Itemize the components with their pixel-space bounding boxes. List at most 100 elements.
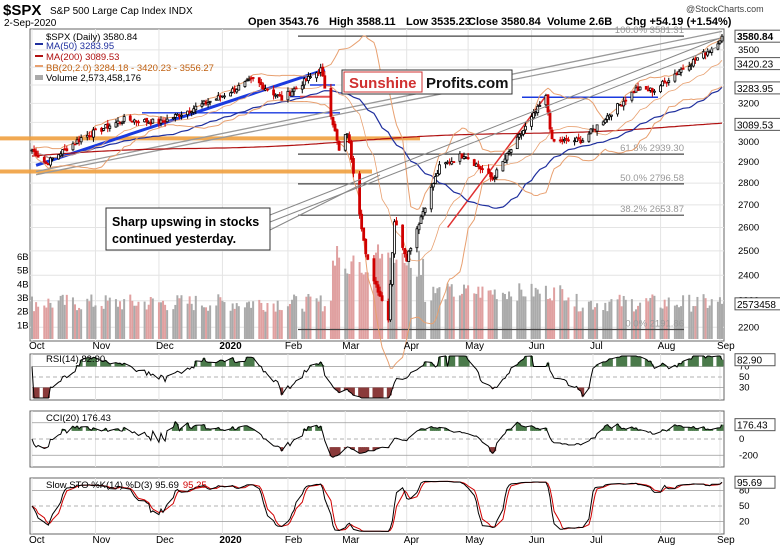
candle-body [61,149,65,155]
volume-bar [344,268,347,339]
price-badge-text: 3089.53 [737,120,774,131]
candle-body [345,133,349,136]
volume-bar [235,303,238,339]
price-tick-label: 3000 [738,137,759,148]
month-tick-label: Jul [590,341,603,352]
candle-body [206,102,210,105]
price-badge-text: 3283.95 [737,84,774,95]
volume-bar [151,298,154,339]
ohlc-open: Open 3543.76 [248,16,319,28]
candle-body [706,51,710,56]
volume-bar [272,303,275,339]
volume-bar [307,293,310,339]
volume-bar [495,299,498,339]
candle-body [307,76,310,82]
legend-price: $SPX (Daily) 3580.84 [46,32,137,43]
volume-bar [49,302,52,339]
candle-body [102,128,106,131]
candle-body [595,124,599,132]
candle-body [65,148,69,152]
volume-bar [665,306,668,339]
candle-body [495,169,499,178]
sto-tick-label: 80 [739,485,750,496]
volume-bar [59,295,62,339]
volume-bar [194,295,197,339]
volume-tick-label: 6B [17,252,29,263]
volume-bar [250,307,253,339]
candle-body [272,89,276,96]
candle-body [317,72,321,75]
volume-bar [452,296,455,339]
month-tick-label: 2020 [219,341,242,352]
volume-bar [659,307,662,339]
candle-body [208,100,212,103]
volume-bar [506,299,509,339]
volume-bar [360,272,363,339]
volume-bar [143,301,146,339]
volume-bar [688,294,691,339]
candle-body [489,172,493,178]
volume-bar [323,306,326,339]
volume-bar [680,306,683,339]
volume-bar [352,255,355,339]
candle-body [720,35,724,42]
volume-bar [215,305,218,339]
candle-body [509,149,513,153]
volume-bar [387,252,390,339]
candle-body [300,85,304,90]
candle-body [59,153,63,157]
volume-bar [460,293,463,339]
volume-bar [565,300,568,339]
volume-bar [61,294,64,339]
volume-bar [157,302,160,339]
annotation-callout: Sharp upswing in stocks continued yester… [105,37,721,251]
volume-bar [266,303,269,339]
volume-bar [288,303,291,339]
volume-bar [544,285,547,339]
volume-bar [530,283,533,339]
chart-date: 2-Sep-2020 [4,18,57,29]
volume-bar [692,306,695,339]
fib-level-label: 50.0% 2796.58 [620,173,684,184]
volume-bar [616,299,619,339]
volume-bar [694,306,697,339]
volume-bar [174,304,177,339]
volume-bar [430,300,433,339]
sto-label: Slow STO %K(14) %D(3) 95.69 95.25 [46,480,207,491]
volume-bar [116,306,119,339]
volume-bar [610,299,613,339]
volume-bar [602,310,605,339]
price-badge-box [734,81,780,95]
month-tick-label: Oct [29,341,45,352]
candle-body [137,121,140,124]
volume-bar [121,309,124,339]
candle-body [653,90,656,93]
volume-bar [639,302,642,339]
volume-bar [47,298,50,339]
volume-bar [721,303,723,339]
volume-bar [653,295,656,339]
volume-bar [532,296,535,339]
volume-bar [608,301,611,339]
volume-bar [338,257,341,339]
volume-bar [94,305,97,339]
volume-bar [237,306,240,339]
fib-level-label: 100.0% 3581.31 [615,25,684,36]
candle-body [601,121,605,126]
candle-body [259,81,263,86]
volume-bar [487,290,490,339]
candle-body [94,128,97,131]
candle-body [173,114,177,118]
volume-bar [147,304,150,339]
volume-bar [35,302,38,339]
candle-body [229,92,233,97]
candle-body [261,84,265,90]
candle-body [487,168,490,174]
fib-level-label: 61.8% 2939.30 [620,143,684,154]
price-tick-label: 2700 [738,200,759,211]
volume-bar [716,301,719,339]
volume-bar [372,264,375,339]
watermark: @StockCharts.com [686,4,764,14]
volume-bar [309,296,312,339]
volume-bar [348,274,351,339]
